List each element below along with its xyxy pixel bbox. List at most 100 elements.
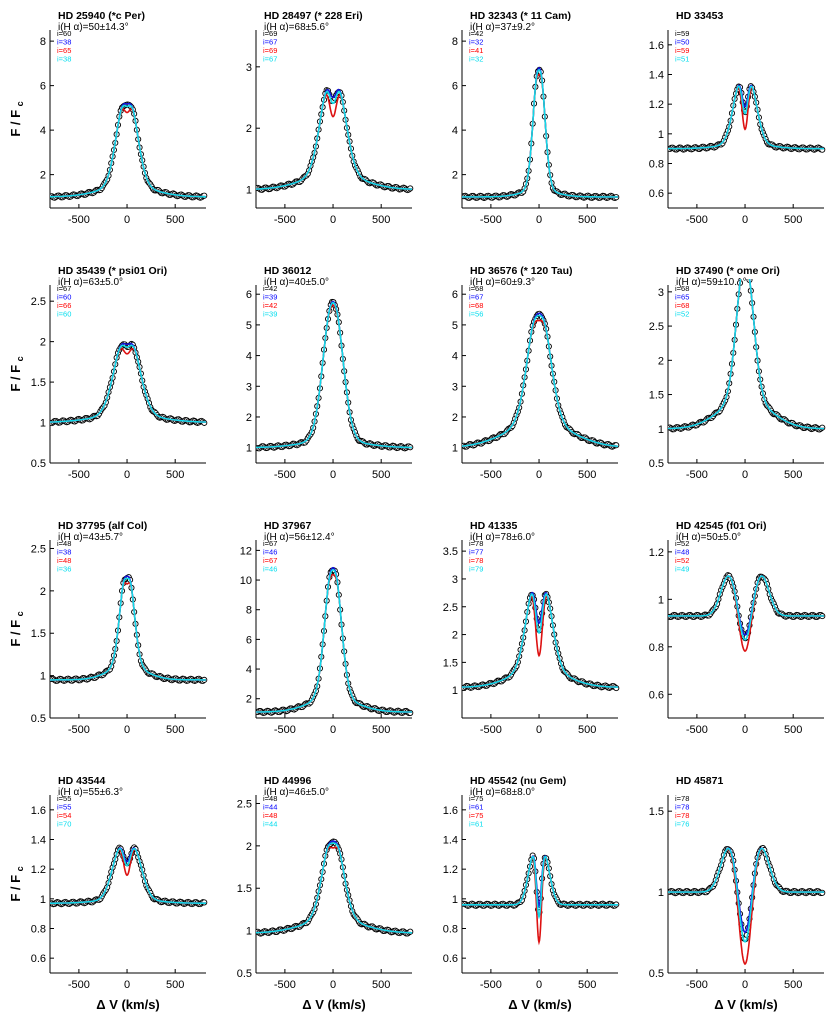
model-line-red <box>256 574 412 713</box>
legend-entry: i=61 <box>469 820 483 829</box>
panel-subtitle: i(H α)=46±5.0° <box>264 787 329 798</box>
legend-entry: i=38 <box>57 55 71 64</box>
y-tick-label: 0.6 <box>649 689 664 701</box>
x-tick-label: -500 <box>480 214 502 226</box>
y-tick-label: 6 <box>246 634 252 646</box>
x-tick-label: 0 <box>124 979 130 991</box>
y-axis-labels: F / F c F / F c F / F c F / F c <box>8 101 25 901</box>
x-tick-label: -500 <box>480 979 502 991</box>
observed-series <box>462 590 620 692</box>
model-line-red <box>668 848 824 966</box>
observed-series <box>50 101 208 201</box>
x-tick-label: -500 <box>686 724 708 736</box>
y-tick-label: 1.6 <box>31 805 46 817</box>
y-tick-label: 1.4 <box>649 70 664 82</box>
legend-entry: i=69 <box>263 46 277 55</box>
legend-entry: i=68 <box>675 284 689 293</box>
y-axis-label-sub: c <box>15 101 25 106</box>
x-tick-label: -500 <box>686 979 708 991</box>
x-tick-label: -500 <box>274 979 296 991</box>
y-tick-label: 1 <box>40 894 46 906</box>
chart-panel: HD 32343 (* 11 Cam)i(H α)=37±9.2° 2 4 6 8 -50… <box>452 10 620 226</box>
y-tick-label: 1.5 <box>649 390 664 402</box>
legend-entry: i=32 <box>469 55 483 64</box>
panel-title: HD 43544 <box>58 775 105 787</box>
model-line-cyan <box>462 593 618 688</box>
panel-title: HD 33453 <box>676 10 723 22</box>
x-tick-label: 500 <box>166 214 184 226</box>
legend-entry: i=75 <box>469 811 483 820</box>
y-tick-label: 1 <box>658 887 664 899</box>
y-tick-label: 2 <box>246 841 252 853</box>
y-tick-label: 6 <box>40 81 46 93</box>
model-line-cyan <box>256 842 412 934</box>
y-tick-label: 0.6 <box>443 953 458 965</box>
y-tick-label: 2 <box>246 694 252 706</box>
y-tick-label: 1.2 <box>443 864 458 876</box>
legend-entry: i=32 <box>469 38 483 47</box>
y-tick-label: 2.5 <box>31 296 46 308</box>
panel-subtitle: i(H α)=63±5.0° <box>58 277 123 288</box>
x-tick-label: 0 <box>742 214 748 226</box>
legend-entry: i=52 <box>675 310 689 319</box>
y-tick-label: 6 <box>452 81 458 93</box>
legend-entry: i=65 <box>57 46 71 55</box>
y-axis-label: F / F c <box>8 356 25 391</box>
panel-title: HD 28497 (* 228 Eri) <box>264 10 363 22</box>
panel-subtitle: i(H α)=68±5.6° <box>264 22 329 33</box>
y-tick-label: 1 <box>658 424 664 436</box>
panel-title: HD 45542 (nu Gem) <box>470 775 566 787</box>
x-tick-label: 0 <box>124 214 130 226</box>
y-tick-label: 2.5 <box>31 543 46 555</box>
y-tick-label: 3 <box>658 287 664 299</box>
legend-entry: i=50 <box>675 38 689 47</box>
y-tick-label: 0.8 <box>31 924 46 936</box>
x-tick-label: 500 <box>372 724 390 736</box>
y-tick-label: 0.5 <box>237 968 252 980</box>
chart-panel: HD 36576 (* 120 Tau)i(H α)=60±9.3° 1 2 3 4 5 6… <box>452 265 620 481</box>
x-tick-label: 0 <box>742 724 748 736</box>
model-line-red <box>462 73 618 198</box>
x-axis-label-col-3: Δ V (km/s) <box>508 997 572 1012</box>
x-tick-label: 500 <box>166 979 184 991</box>
chart-panel: HD 25940 (*c Per)i(H α)=50±14.3° 2 4 6 8 -500… <box>40 10 208 226</box>
legend-entry: i=54 <box>57 811 71 820</box>
legend-entry: i=61 <box>469 803 483 812</box>
y-tick-label: 5 <box>452 320 458 332</box>
x-tick-label: 500 <box>578 214 596 226</box>
panel-title: HD 35439 (* psi01 Ori) <box>58 265 167 277</box>
legend-entry: i=42 <box>469 29 483 38</box>
model-line-blue <box>668 279 824 430</box>
legend-entry: i=38 <box>57 38 71 47</box>
y-tick-label: 0.8 <box>649 159 664 171</box>
y-axis-label-row-2: F / F c <box>8 356 25 391</box>
legend-entry: i=67 <box>469 293 483 302</box>
model-line-red <box>256 846 412 934</box>
legend-entry: i=52 <box>675 539 689 548</box>
x-tick-label: 0 <box>124 469 130 481</box>
legend-entry: i=67 <box>263 38 277 47</box>
panel-title: HD 41335 <box>470 520 517 532</box>
y-tick-label: 3 <box>246 381 252 393</box>
x-tick-label: -500 <box>68 469 90 481</box>
observed-series <box>668 83 826 153</box>
y-tick-label: 0.5 <box>31 458 46 470</box>
y-tick-label: 0.5 <box>31 713 46 725</box>
x-tick-label: -500 <box>686 469 708 481</box>
x-tick-label: 500 <box>166 724 184 736</box>
y-tick-label: 2.5 <box>443 602 458 614</box>
y-tick-label: 10 <box>240 575 252 587</box>
legend-entry: i=41 <box>469 46 483 55</box>
chart-panel: HD 35439 (* psi01 Ori)i(H α)=63±5.0° 0.5 1… <box>31 265 208 481</box>
observed-series <box>462 66 620 201</box>
y-axis-label: F / F c <box>8 611 25 646</box>
y-tick-label: 2 <box>40 586 46 598</box>
model-line-cyan <box>50 847 206 904</box>
x-tick-label: -500 <box>686 214 708 226</box>
chart-panel: HD 42545 (f01 Ori)i(H α)=50±5.0° 0.6 0.8 1 1… <box>649 520 826 736</box>
legend-entry: i=49 <box>675 565 689 574</box>
panel-title: HD 37967 <box>264 520 311 532</box>
y-tick-label: 1.2 <box>649 547 664 559</box>
